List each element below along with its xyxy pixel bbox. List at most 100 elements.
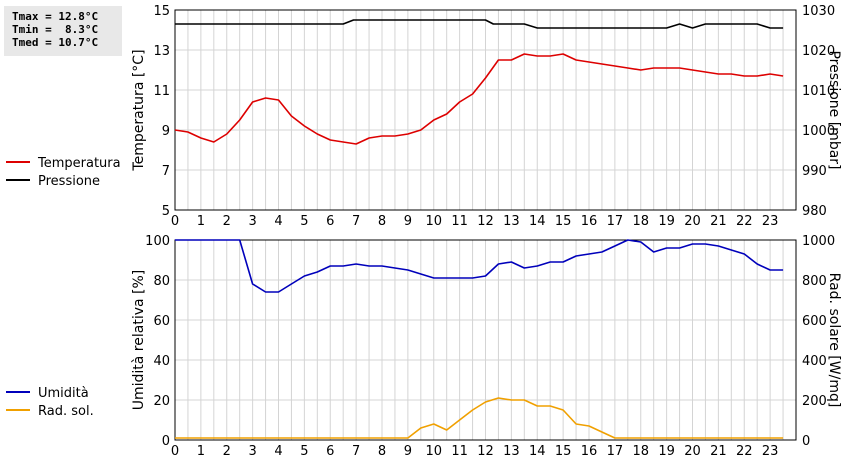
x-tick-label: 9 <box>404 214 412 229</box>
y-axis-left: 5 7 9 11 13 15 <box>153 4 170 219</box>
y-right-axis-title: Rad. solare [W/mq] <box>826 273 842 408</box>
y-right-tick-label: 1000 <box>802 234 835 249</box>
y-right-tick-label: 1030 <box>802 4 835 19</box>
y-right-tick-label: 1010 <box>802 84 835 99</box>
tmax-label: Tmax = 12.8°C <box>12 10 99 23</box>
y-axis-right: 0 200 400 600 800 1000 <box>802 234 835 449</box>
y-right-tick-label: 980 <box>802 204 827 219</box>
x-tick-label: 6 <box>326 444 334 459</box>
x-tick-label: 7 <box>352 214 360 229</box>
series-line-temperatura <box>174 53 784 145</box>
legend-label: Rad. sol. <box>38 404 94 419</box>
chart-panel-1: 0 1 2 3 4 5 6 7 8 9 10 11 12 13 14 15 16 17 18 19 20 21 22 2357… <box>6 4 842 229</box>
stats-box: Tmax = 12.8°C Tmin = 8.3°C Tmed = 10.7°C <box>4 6 122 56</box>
x-tick-label: 13 <box>503 444 520 459</box>
x-tick-label: 0 <box>171 444 179 459</box>
plot-frame <box>174 239 797 441</box>
legend-entry: Pressione <box>6 174 100 189</box>
x-tick-label: 13 <box>503 214 520 229</box>
x-tick-label: 10 <box>425 214 442 229</box>
series-line-umidit- <box>175 239 784 293</box>
legend-label: Umidità <box>38 386 89 401</box>
legend-entry: Rad. sol. <box>6 404 94 419</box>
y-left-tick-label: 5 <box>162 204 170 219</box>
x-tick-label: 5 <box>300 214 308 229</box>
y-right-tick-label: 990 <box>802 164 827 179</box>
x-tick-label: 12 <box>477 444 494 459</box>
y-axis-right: 980 990 1000 1010 1020 1030 <box>802 4 835 219</box>
x-tick-label: 20 <box>684 444 701 459</box>
x-tick-label: 22 <box>736 214 753 229</box>
x-tick-label: 3 <box>248 444 256 459</box>
y-left-tick-label: 7 <box>162 164 170 179</box>
legend-label: Temperatura <box>37 156 121 171</box>
x-tick-label: 23 <box>762 444 779 459</box>
x-tick-label: 15 <box>555 444 572 459</box>
legend-label: Pressione <box>38 174 100 189</box>
chart-panel-2: 0 1 2 3 4 5 6 7 8 9 10 11 12 13 14 15 16 17 18 19 20 21 22 2302… <box>6 234 842 459</box>
x-tick-label: 19 <box>658 214 675 229</box>
x-tick-label: 17 <box>607 214 624 229</box>
x-tick-label: 4 <box>274 444 282 459</box>
x-tick-label: 2 <box>223 214 231 229</box>
x-tick-label: 8 <box>378 214 386 229</box>
x-tick-label: 3 <box>248 214 256 229</box>
y-left-tick-label: 60 <box>153 314 170 329</box>
x-tick-label: 6 <box>326 214 334 229</box>
x-tick-label: 16 <box>581 214 598 229</box>
y-left-tick-label: 15 <box>153 4 170 19</box>
x-tick-label: 11 <box>451 214 468 229</box>
legend-entry: Temperatura <box>6 156 121 171</box>
y-left-axis-title: Temperatura [°C] <box>131 49 147 171</box>
x-tick-label: 12 <box>477 214 494 229</box>
x-tick-label: 21 <box>710 214 727 229</box>
y-right-tick-label: 200 <box>802 394 827 409</box>
x-tick-label: 22 <box>736 444 753 459</box>
x-tick-label: 23 <box>762 214 779 229</box>
y-right-tick-label: 800 <box>802 274 827 289</box>
x-tick-label: 1 <box>197 444 205 459</box>
y-left-tick-label: 20 <box>153 394 170 409</box>
x-tick-label: 8 <box>378 444 386 459</box>
tmin-label: Tmin = 8.3°C <box>12 23 99 36</box>
x-tick-label: 14 <box>529 214 546 229</box>
y-left-tick-label: 13 <box>153 44 170 59</box>
series-line-rad-sol- <box>175 397 784 439</box>
y-right-tick-label: 1000 <box>802 124 835 139</box>
x-tick-label: 10 <box>425 444 442 459</box>
x-tick-label: 2 <box>223 444 231 459</box>
x-tick-label: 18 <box>632 214 649 229</box>
x-tick-label: 17 <box>607 444 624 459</box>
x-tick-label: 14 <box>529 444 546 459</box>
x-tick-label: 16 <box>581 444 598 459</box>
y-left-tick-label: 9 <box>162 124 170 139</box>
y-left-axis-title: Umidità relativa [%] <box>131 270 147 411</box>
x-axis: 0 1 2 3 4 5 6 7 8 9 10 11 12 13 14 15 16 17 18 19 20 21 22 23 <box>171 444 779 459</box>
y-right-axis-title: Pressione [mbar] <box>826 50 842 169</box>
y-left-tick-label: 100 <box>145 234 170 249</box>
y-left-tick-label: 40 <box>153 354 170 369</box>
y-axis-left: 0 20 40 60 80 100 <box>145 234 170 449</box>
y-left-tick-label: 0 <box>162 434 170 449</box>
x-tick-label: 21 <box>710 444 727 459</box>
plot-frame <box>174 9 797 211</box>
x-tick-label: 7 <box>352 444 360 459</box>
x-tick-label: 15 <box>555 214 572 229</box>
x-tick-label: 5 <box>300 444 308 459</box>
legend-entry: Umidità <box>6 386 89 401</box>
series-line-pressione <box>175 19 784 29</box>
y-right-tick-label: 0 <box>802 434 810 449</box>
x-tick-label: 4 <box>274 214 282 229</box>
y-left-tick-label: 11 <box>153 84 170 99</box>
y-left-tick-label: 80 <box>153 274 170 289</box>
x-tick-label: 18 <box>632 444 649 459</box>
y-right-tick-label: 600 <box>802 314 827 329</box>
y-right-tick-label: 400 <box>802 354 827 369</box>
x-tick-label: 11 <box>451 444 468 459</box>
x-axis: 0 1 2 3 4 5 6 7 8 9 10 11 12 13 14 15 16 17 18 19 20 21 22 23 <box>171 214 779 229</box>
grid <box>175 239 796 441</box>
tmed-label: Tmed = 10.7°C <box>12 36 99 49</box>
y-right-tick-label: 1020 <box>802 44 835 59</box>
x-tick-label: 19 <box>658 444 675 459</box>
x-tick-label: 1 <box>197 214 205 229</box>
